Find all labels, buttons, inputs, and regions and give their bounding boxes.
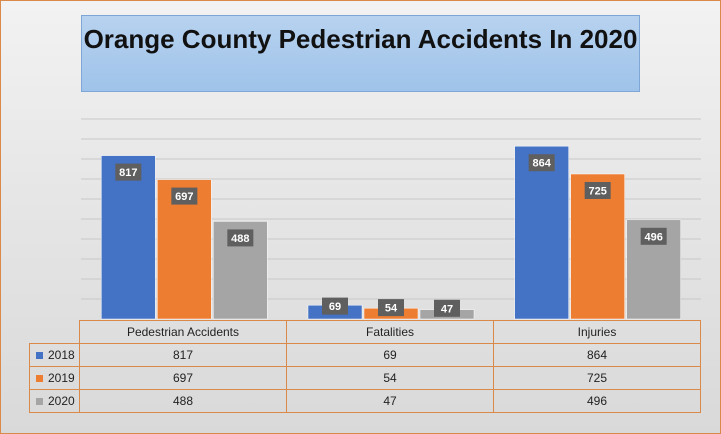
data-label-box xyxy=(227,229,254,247)
data-label-text: 54 xyxy=(385,303,398,315)
data-table-row: 2019 697 54 725 xyxy=(29,366,701,390)
data-label-box xyxy=(434,299,460,317)
data-label: 817 xyxy=(115,163,142,181)
data-table-row: 2018 817 69 864 xyxy=(29,343,701,367)
data-table-header: Injuries xyxy=(493,320,701,344)
data-label-text: 47 xyxy=(441,303,453,315)
legend-swatch xyxy=(36,398,43,406)
legend-entry: 2019 xyxy=(29,366,80,390)
chart-title: Orange County Pedestrian Accidents In 20… xyxy=(83,24,638,54)
series-name: 2019 xyxy=(48,371,75,385)
data-label-text: 496 xyxy=(644,231,662,243)
data-table-header: Fatalities xyxy=(286,320,494,344)
data-table-cell: 817 xyxy=(79,343,287,367)
data-label-box xyxy=(640,227,667,245)
data-label-box xyxy=(171,187,198,205)
data-label-text: 725 xyxy=(588,186,606,198)
data-label-box xyxy=(322,297,348,315)
data-label: 54 xyxy=(378,299,404,317)
data-table-cell: 697 xyxy=(79,366,287,390)
series-name: 2020 xyxy=(48,394,75,408)
data-table-cell: 47 xyxy=(286,389,494,413)
data-label: 496 xyxy=(640,227,667,245)
data-table-cell: 54 xyxy=(286,366,494,390)
data-table-cell: 69 xyxy=(286,343,494,367)
data-label: 725 xyxy=(584,182,611,199)
data-label: 864 xyxy=(528,154,555,172)
data-table-cell: 864 xyxy=(493,343,701,367)
bar-2018 xyxy=(514,145,569,320)
data-label-box xyxy=(528,154,555,172)
data-table-header: Pedestrian Accidents xyxy=(79,320,287,344)
data-label-text: 69 xyxy=(329,301,341,313)
data-label-text: 864 xyxy=(532,158,551,170)
data-table-cell: 488 xyxy=(79,389,287,413)
legend-entry: 2020 xyxy=(29,389,80,413)
bar-2018 xyxy=(101,155,156,320)
chart-title-box: Orange County Pedestrian Accidents In 20… xyxy=(81,15,640,92)
data-table-cell: 725 xyxy=(493,366,701,390)
data-label: 488 xyxy=(227,229,254,247)
data-label-text: 697 xyxy=(175,191,193,203)
data-label-text: 488 xyxy=(231,233,249,245)
bars xyxy=(101,145,681,320)
data-table-row: 2020 488 47 496 xyxy=(29,389,701,413)
data-label-text: 817 xyxy=(119,167,137,179)
data-label: 69 xyxy=(322,297,348,315)
legend-swatch xyxy=(36,375,43,383)
data-table-corner xyxy=(29,320,80,344)
data-label-box xyxy=(115,163,142,181)
data-table-header-row: Pedestrian Accidents Fatalities Injuries xyxy=(29,320,701,344)
data-label-box xyxy=(584,182,611,199)
series-name: 2018 xyxy=(48,348,75,362)
legend-entry: 2018 xyxy=(29,343,80,367)
data-label-box xyxy=(378,299,404,317)
data-table-cell: 496 xyxy=(493,389,701,413)
data-label: 697 xyxy=(171,187,198,205)
data-table: Pedestrian Accidents Fatalities Injuries… xyxy=(29,320,701,413)
legend-swatch xyxy=(36,352,43,360)
data-labels: 817 697 488 69 54 47 864 725 496 xyxy=(115,154,667,317)
data-label: 47 xyxy=(434,299,460,317)
